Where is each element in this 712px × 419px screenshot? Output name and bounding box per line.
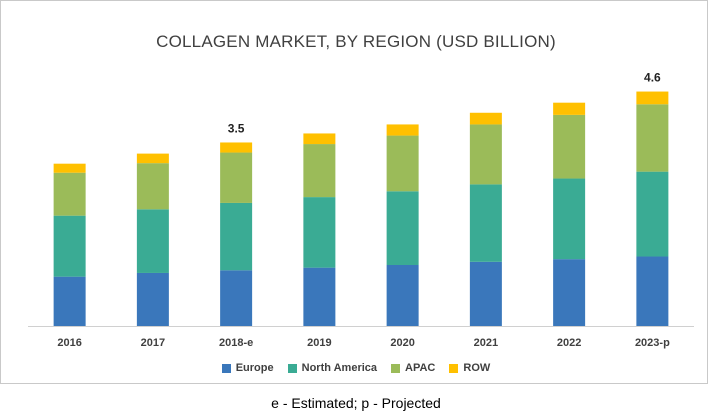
chart-title: COLLAGEN MARKET, BY REGION (USD BILLION) xyxy=(156,32,556,51)
chart-legend: Europe North America APAC ROW xyxy=(0,362,712,374)
bar-segment-apac-2018-e xyxy=(220,152,253,203)
bar-segment-row-2021 xyxy=(469,112,502,125)
x-tick-label: 2020 xyxy=(390,337,414,349)
bar-segment-europe-2018-e xyxy=(220,270,253,326)
bar-segment-europe-2019 xyxy=(303,267,336,326)
bar-segment-apac-2020 xyxy=(386,135,419,192)
legend-label: Europe xyxy=(235,362,274,374)
bar-segment-row-2017 xyxy=(136,153,169,164)
bar-segment-apac-2016 xyxy=(53,172,86,216)
legend-swatch xyxy=(287,363,297,373)
bar-segment-row-2022 xyxy=(553,102,586,115)
data-label: 4.6 xyxy=(644,71,661,85)
legend-swatch xyxy=(391,363,401,373)
bar-segment-north-america-2018-e xyxy=(220,202,253,271)
bar-segment-row-2018-e xyxy=(220,142,253,153)
legend-label: ROW xyxy=(463,362,491,374)
bar-segment-north-america-2022 xyxy=(553,178,586,260)
bar-segment-row-2019 xyxy=(303,133,336,145)
bar-segment-apac-2021 xyxy=(469,124,502,185)
x-tick-label: 2016 xyxy=(57,337,81,349)
bar-segment-europe-2022 xyxy=(553,259,586,326)
x-tick-label: 2019 xyxy=(307,337,331,349)
bar-segment-europe-2023-p xyxy=(636,256,669,326)
chart-frame xyxy=(0,0,708,384)
bar-segment-north-america-2017 xyxy=(136,209,169,273)
legend-item: APAC xyxy=(391,362,435,374)
bar-segment-row-2016 xyxy=(53,163,86,173)
bar-segment-north-america-2023-p xyxy=(636,171,669,257)
x-tick-label: 2021 xyxy=(474,337,498,349)
bar-segment-row-2020 xyxy=(386,124,419,136)
bar-segment-north-america-2016 xyxy=(53,215,86,277)
bar-segment-europe-2017 xyxy=(136,272,169,326)
legend-label: North America xyxy=(301,362,378,374)
legend-swatch xyxy=(449,363,459,373)
bar-segment-europe-2016 xyxy=(53,276,86,326)
bar-segment-apac-2017 xyxy=(136,163,169,210)
x-tick-label: 2017 xyxy=(141,337,165,349)
bar-segment-row-2023-p xyxy=(636,91,669,105)
footnote: e - Estimated; p - Projected xyxy=(271,395,441,411)
bar-segment-apac-2019 xyxy=(303,144,336,198)
bar-segment-north-america-2019 xyxy=(303,197,336,268)
stacked-bar-chart: 2016 2017 2018-e 3.5 2019 2020 2021 2022 2023-p 4… xyxy=(28,71,694,349)
x-tick-label: 2023-p xyxy=(635,337,670,349)
bar-segment-north-america-2020 xyxy=(386,191,419,265)
legend-swatch xyxy=(221,363,231,373)
bar-segment-europe-2021 xyxy=(469,261,502,326)
x-tick-label: 2018-e xyxy=(219,337,253,349)
bar-segment-europe-2020 xyxy=(386,265,419,326)
bar-segment-apac-2023-p xyxy=(636,104,669,172)
legend-item: ROW xyxy=(449,362,490,374)
data-label: 3.5 xyxy=(228,121,245,135)
bar-segment-north-america-2021 xyxy=(469,184,502,262)
legend-label: APAC xyxy=(405,362,436,374)
bar-segment-apac-2022 xyxy=(553,114,586,179)
x-tick-label: 2022 xyxy=(557,337,581,349)
legend-item: Europe xyxy=(221,362,274,374)
legend-item: North America xyxy=(287,362,378,374)
